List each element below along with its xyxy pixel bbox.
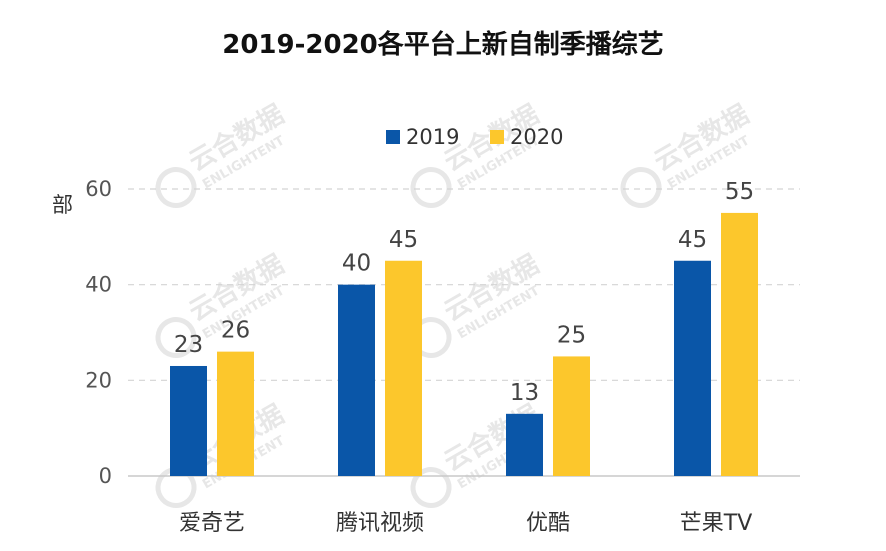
- data-label: 45: [678, 227, 707, 253]
- bar: [385, 260, 422, 476]
- bar: [506, 413, 543, 476]
- chart-title: 2019-2020各平台上新自制季播综艺: [222, 30, 664, 60]
- category-label: 爱奇艺: [179, 511, 245, 536]
- watermark-logo-icon: [155, 467, 197, 508]
- watermark-logo-icon: [410, 167, 452, 208]
- legend-swatch: [386, 130, 400, 144]
- legend: 2019 2020: [386, 125, 563, 149]
- bar: [217, 351, 254, 476]
- y-axis-ticks: 0 20 40 60: [85, 177, 112, 488]
- bar: [338, 284, 375, 476]
- data-label: 26: [221, 318, 250, 344]
- watermark-logo-icon: [155, 167, 197, 208]
- category-label: 芒果TV: [680, 511, 753, 536]
- legend-label: 2020: [510, 125, 563, 149]
- data-label: 13: [510, 380, 539, 406]
- legend-label: 2019: [406, 125, 459, 149]
- watermark-logo-icon: [620, 167, 662, 208]
- bars: [170, 212, 758, 476]
- data-label: 45: [389, 227, 418, 253]
- y-tick-label: 20: [85, 368, 112, 392]
- bar: [553, 356, 590, 476]
- bar: [721, 212, 758, 476]
- y-tick-label: 40: [85, 273, 112, 297]
- category-label: 优酷: [526, 511, 570, 536]
- category-label: 腾讯视频: [336, 511, 424, 536]
- data-label: 40: [342, 251, 371, 277]
- y-axis-label: 部: [52, 193, 73, 217]
- y-tick-label: 0: [99, 464, 112, 488]
- y-tick-label: 60: [85, 177, 112, 201]
- bar: [674, 260, 711, 476]
- watermark-logo-icon: [155, 317, 197, 358]
- x-axis-categories: 爱奇艺 腾讯视频 优酷 芒果TV: [179, 511, 752, 536]
- data-label: 55: [725, 179, 754, 205]
- watermark-logo-icon: [410, 467, 452, 508]
- bar: [170, 365, 207, 476]
- data-label: 23: [174, 332, 203, 358]
- data-labels: 23 26 40 45 13 25 45 55: [174, 179, 754, 406]
- data-label: 25: [557, 322, 586, 348]
- legend-swatch: [490, 130, 504, 144]
